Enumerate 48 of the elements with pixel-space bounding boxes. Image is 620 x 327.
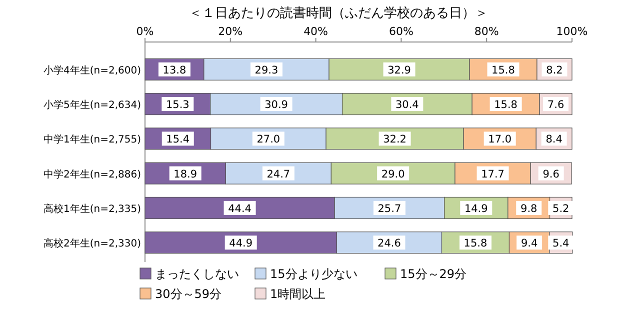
x-tick-label: 20% [218,25,243,38]
data-label: 29.0 [381,168,405,180]
y-tick-label: 高校1年生(n=2,335) [43,202,142,215]
y-tick-label: 中学1年生(n=2,755) [43,134,142,146]
y-tick-label: 中学2年生(n=2,886) [43,168,142,180]
data-label: 17.0 [488,134,512,146]
data-label: 13.8 [162,64,186,76]
data-label: 44.4 [228,202,252,215]
data-label: 9.6 [542,168,560,180]
data-label: 17.7 [481,168,504,180]
data-label: 9.8 [520,202,538,215]
data-label: 15.8 [494,99,518,112]
data-label: 30.4 [395,99,420,112]
data-label: 7.6 [547,99,564,112]
data-label: 18.9 [174,168,198,180]
y-tick-label: 高校2年生(n=2,330) [43,238,142,250]
data-label: 24.6 [378,238,402,250]
x-tick-label: 80% [474,25,499,38]
data-label: 5.2 [552,202,570,215]
chart-title: ＜１日あたりの読書時間（ふだん学校のある日）＞ [189,6,488,21]
data-label: 8.2 [546,64,563,76]
data-label: 15.8 [492,64,515,76]
data-label: 29.3 [254,64,278,76]
data-label: 32.9 [388,64,411,76]
legend-label: 1時間以上 [270,287,326,301]
data-label: 15.8 [464,238,488,250]
data-label: 9.4 [520,238,538,250]
data-label: 5.4 [552,238,570,250]
data-label: 30.9 [264,99,288,112]
data-label: 15.4 [166,134,190,146]
legend-label: 15分より少ない [270,267,358,281]
data-label: 32.2 [383,134,406,146]
data-label: 15.3 [166,99,190,112]
x-tick-label: 0% [136,25,154,38]
x-tick-label: 40% [304,25,328,38]
y-tick-label: 小学4年生(n=2,600) [43,64,142,76]
legend-label: 15分～29分 [400,267,467,281]
x-tick-label: 100% [556,25,588,38]
y-tick-label: 小学5年生(n=2,634) [43,99,142,112]
x-tick-label: 60% [388,25,414,38]
data-label: 24.7 [266,168,290,180]
legend-label: 30分～59分 [155,287,222,301]
data-label: 25.7 [378,202,402,215]
legend-label: まったくしない [155,267,239,281]
data-label: 27.0 [256,134,280,146]
data-label: 8.4 [546,134,563,146]
data-label: 14.9 [464,202,488,215]
data-label: 44.9 [229,238,253,250]
